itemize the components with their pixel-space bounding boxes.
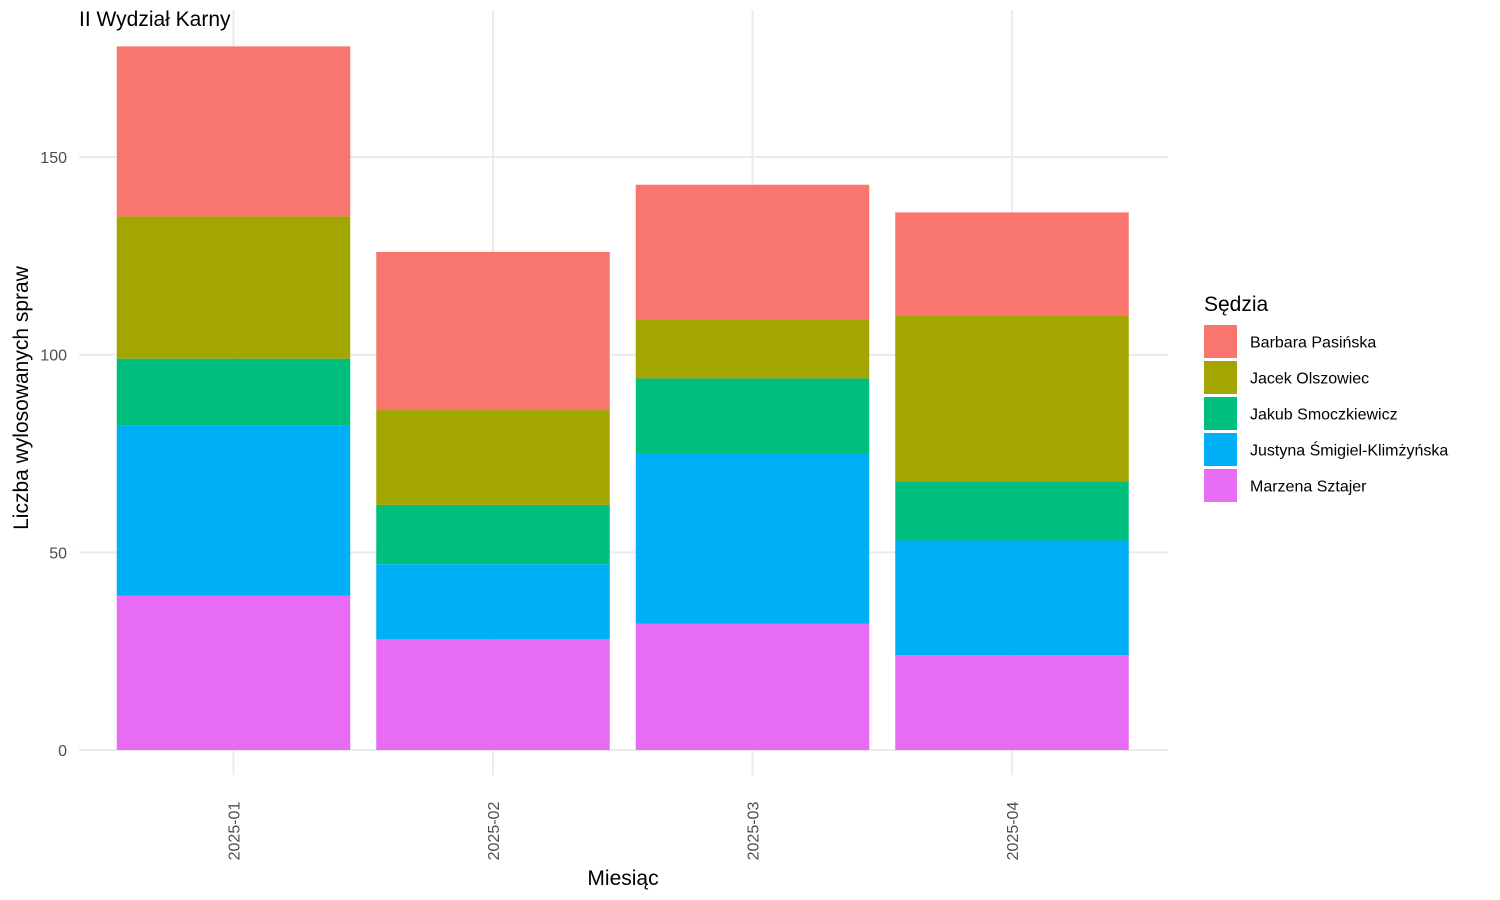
legend-label: Marzena Sztajer (1250, 479, 1367, 496)
bar-segment (635, 623, 870, 750)
legend-label: Barbara Pasińska (1250, 335, 1376, 352)
bar-segment (116, 358, 351, 426)
legend-label: Jacek Olszowiec (1250, 371, 1369, 388)
legend-key (1204, 433, 1237, 466)
legend-title: Sędzia (1204, 293, 1269, 316)
y-tick-label: 100 (40, 348, 67, 365)
x-tick-label: 2025-01 (227, 802, 244, 861)
bar-segment (895, 481, 1129, 541)
x-axis-title: Miesiąc (587, 867, 658, 890)
bar-segment (895, 655, 1129, 750)
bar-segment (116, 216, 351, 359)
legend-label: Justyna Śmigiel-Klimżyńska (1250, 441, 1448, 460)
y-tick-label: 50 (49, 545, 67, 562)
legend-key (1204, 361, 1237, 394)
x-axis-ticks: 2025-01 2025-02 2025-03 2025-04 (227, 802, 1023, 861)
x-tick-label: 2025-03 (746, 802, 763, 861)
y-tick-label: 150 (40, 150, 67, 167)
bars (116, 46, 1129, 750)
bar-segment (376, 410, 610, 505)
bar-segment (376, 639, 610, 750)
x-tick-label: 2025-02 (486, 802, 503, 861)
legend-key (1204, 469, 1237, 502)
bar-segment (116, 595, 351, 750)
legend-key (1204, 325, 1237, 358)
y-axis-ticks: 0 50 100 150 (40, 150, 67, 760)
bar-segment (895, 540, 1129, 656)
bar-segment (376, 251, 610, 411)
bar-segment (116, 46, 351, 217)
bar-segment (376, 504, 610, 565)
bar-segment (116, 425, 351, 596)
y-tick-label: 0 (58, 743, 67, 760)
chart-title: II Wydział Karny (79, 8, 231, 31)
bar-segment (895, 212, 1129, 316)
bar-segment (635, 319, 870, 379)
bar-segment (895, 315, 1129, 482)
legend: Sędzia Barbara Pasińska Jacek Olszowiec Ja… (1204, 293, 1448, 502)
legend-key (1204, 397, 1237, 430)
bar-segment (376, 564, 610, 640)
bar-segment (635, 453, 870, 624)
y-axis-title: Liczba wylosowanych spraw (10, 265, 33, 530)
x-tick-label: 2025-04 (1005, 802, 1022, 861)
legend-label: Jakub Smoczkiewicz (1250, 407, 1398, 424)
bar-segment (635, 378, 870, 454)
bar-segment (635, 184, 870, 320)
